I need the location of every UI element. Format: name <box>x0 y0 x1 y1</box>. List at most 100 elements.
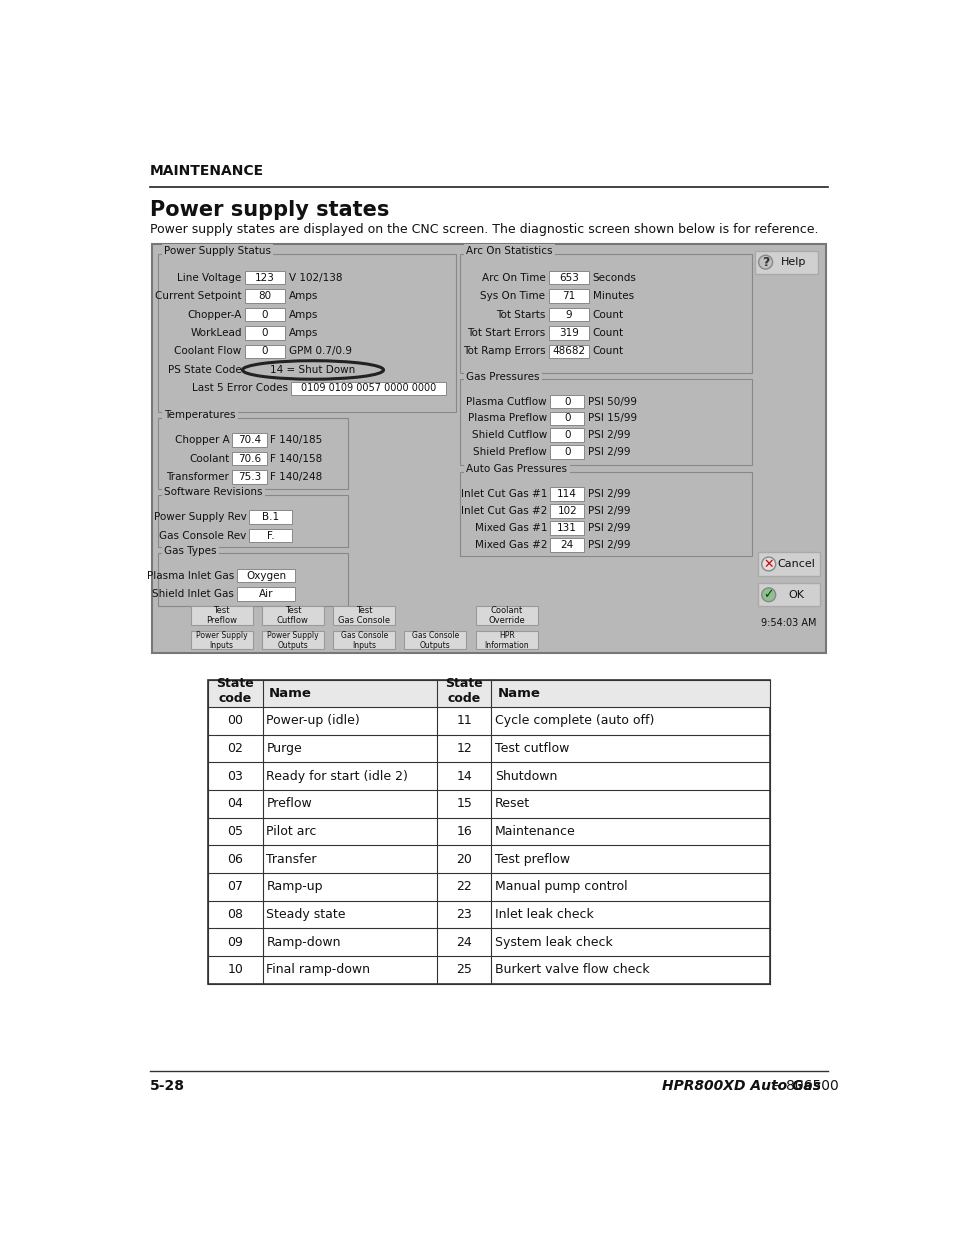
Text: Inlet Cut Gas #1: Inlet Cut Gas #1 <box>460 489 546 499</box>
Text: Preflow: Preflow <box>266 798 312 810</box>
Text: Help: Help <box>780 257 805 267</box>
Text: Power Supply Status: Power Supply Status <box>164 246 271 257</box>
Text: 0: 0 <box>563 414 570 424</box>
Text: Oxygen: Oxygen <box>246 571 286 580</box>
Text: 05: 05 <box>227 825 243 839</box>
Text: Amps: Amps <box>289 329 318 338</box>
Text: 0: 0 <box>261 310 268 320</box>
Bar <box>757 583 819 606</box>
Text: Amps: Amps <box>289 310 318 320</box>
Text: Current Setpoint: Current Setpoint <box>155 291 241 301</box>
Text: Gas Types: Gas Types <box>164 546 216 556</box>
Text: Arc On Time: Arc On Time <box>481 273 545 283</box>
Text: 15: 15 <box>456 798 472 810</box>
Bar <box>158 417 348 489</box>
Text: PSI 2/99: PSI 2/99 <box>587 447 630 457</box>
Text: Transfer: Transfer <box>266 852 316 866</box>
Bar <box>152 245 825 652</box>
Bar <box>550 521 583 535</box>
Text: –: – <box>769 1079 785 1093</box>
Text: Coolant Flow: Coolant Flow <box>174 347 241 357</box>
Text: State
code: State code <box>216 677 254 705</box>
Text: Test preflow: Test preflow <box>495 852 570 866</box>
Text: F 140/158: F 140/158 <box>270 453 322 463</box>
Text: Cancel: Cancel <box>777 559 815 569</box>
Text: WorkLead: WorkLead <box>190 329 241 338</box>
Bar <box>459 472 752 556</box>
Bar <box>261 606 323 625</box>
Text: Amps: Amps <box>289 291 318 301</box>
Text: V 102/138: V 102/138 <box>289 273 342 283</box>
Bar <box>249 510 292 524</box>
Text: B.1: B.1 <box>262 513 279 522</box>
Text: 0: 0 <box>261 347 268 357</box>
Text: Cycle complete (auto off): Cycle complete (auto off) <box>495 715 654 727</box>
Bar <box>233 471 266 484</box>
Text: ?: ? <box>761 256 768 269</box>
Bar <box>757 552 819 576</box>
Text: OK: OK <box>788 590 803 600</box>
Bar <box>550 411 583 425</box>
Text: 123: 123 <box>254 273 274 283</box>
Text: 70.6: 70.6 <box>237 453 261 463</box>
Text: Test
Preflow: Test Preflow <box>206 606 236 625</box>
Bar <box>191 631 253 650</box>
Text: ✕: ✕ <box>762 557 773 571</box>
Text: Arc On Statistics: Arc On Statistics <box>466 246 553 257</box>
Text: Sys On Time: Sys On Time <box>480 291 545 301</box>
Bar <box>548 326 588 340</box>
Bar <box>245 345 285 358</box>
Text: 24: 24 <box>456 936 472 948</box>
Text: F 140/185: F 140/185 <box>270 435 322 445</box>
Bar <box>550 446 583 459</box>
Text: 14 = Shut Down: 14 = Shut Down <box>270 366 355 375</box>
Text: 20: 20 <box>456 852 472 866</box>
Text: Power-up (idle): Power-up (idle) <box>266 715 360 727</box>
Text: Ramp-up: Ramp-up <box>266 881 323 893</box>
Text: Seconds: Seconds <box>592 273 636 283</box>
Text: Burkert valve flow check: Burkert valve flow check <box>495 963 649 977</box>
Text: 03: 03 <box>228 769 243 783</box>
Bar <box>476 631 537 650</box>
Text: 0: 0 <box>563 431 570 441</box>
Text: Shield Inlet Gas: Shield Inlet Gas <box>152 589 233 599</box>
Text: 0109 0109 0057 0000 0000: 0109 0109 0057 0000 0000 <box>301 383 436 394</box>
Text: 14: 14 <box>456 769 472 783</box>
Text: Count: Count <box>592 347 623 357</box>
Text: Plasma Inlet Gas: Plasma Inlet Gas <box>147 571 233 580</box>
Text: Test
Cutflow: Test Cutflow <box>276 606 309 625</box>
Text: 12: 12 <box>456 742 472 755</box>
Text: PSI 2/99: PSI 2/99 <box>587 540 630 550</box>
Text: Tot Starts: Tot Starts <box>496 310 545 320</box>
Text: 08: 08 <box>227 908 243 921</box>
Text: 24: 24 <box>560 540 573 550</box>
Bar <box>550 395 583 409</box>
Text: Shield Preflow: Shield Preflow <box>473 447 546 457</box>
Bar <box>158 495 348 547</box>
Text: Mixed Gas #2: Mixed Gas #2 <box>474 540 546 550</box>
Text: PSI 2/99: PSI 2/99 <box>587 431 630 441</box>
Text: Power Supply
Outputs: Power Supply Outputs <box>267 631 318 650</box>
Bar <box>333 631 395 650</box>
Text: ✓: ✓ <box>762 588 773 601</box>
Bar <box>548 289 588 303</box>
Text: Minutes: Minutes <box>592 291 633 301</box>
Text: Count: Count <box>592 329 623 338</box>
Text: Reset: Reset <box>495 798 530 810</box>
Text: Last 5 Error Codes: Last 5 Error Codes <box>192 383 288 394</box>
Text: PSI 2/99: PSI 2/99 <box>587 506 630 516</box>
Text: PSI 2/99: PSI 2/99 <box>587 522 630 532</box>
Text: Tot Ramp Errors: Tot Ramp Errors <box>462 347 545 357</box>
Text: Transformer: Transformer <box>166 472 229 482</box>
Text: Purge: Purge <box>266 742 302 755</box>
Text: 07: 07 <box>227 881 243 893</box>
Text: Gas Pressures: Gas Pressures <box>466 372 539 382</box>
Bar <box>208 679 769 708</box>
Bar <box>548 345 588 358</box>
Bar <box>550 487 583 501</box>
Text: 0: 0 <box>563 396 570 406</box>
Text: 102: 102 <box>557 506 577 516</box>
Text: Maintenance: Maintenance <box>495 825 576 839</box>
Text: Chopper-A: Chopper-A <box>187 310 241 320</box>
Text: Test
Gas Console: Test Gas Console <box>337 606 390 625</box>
